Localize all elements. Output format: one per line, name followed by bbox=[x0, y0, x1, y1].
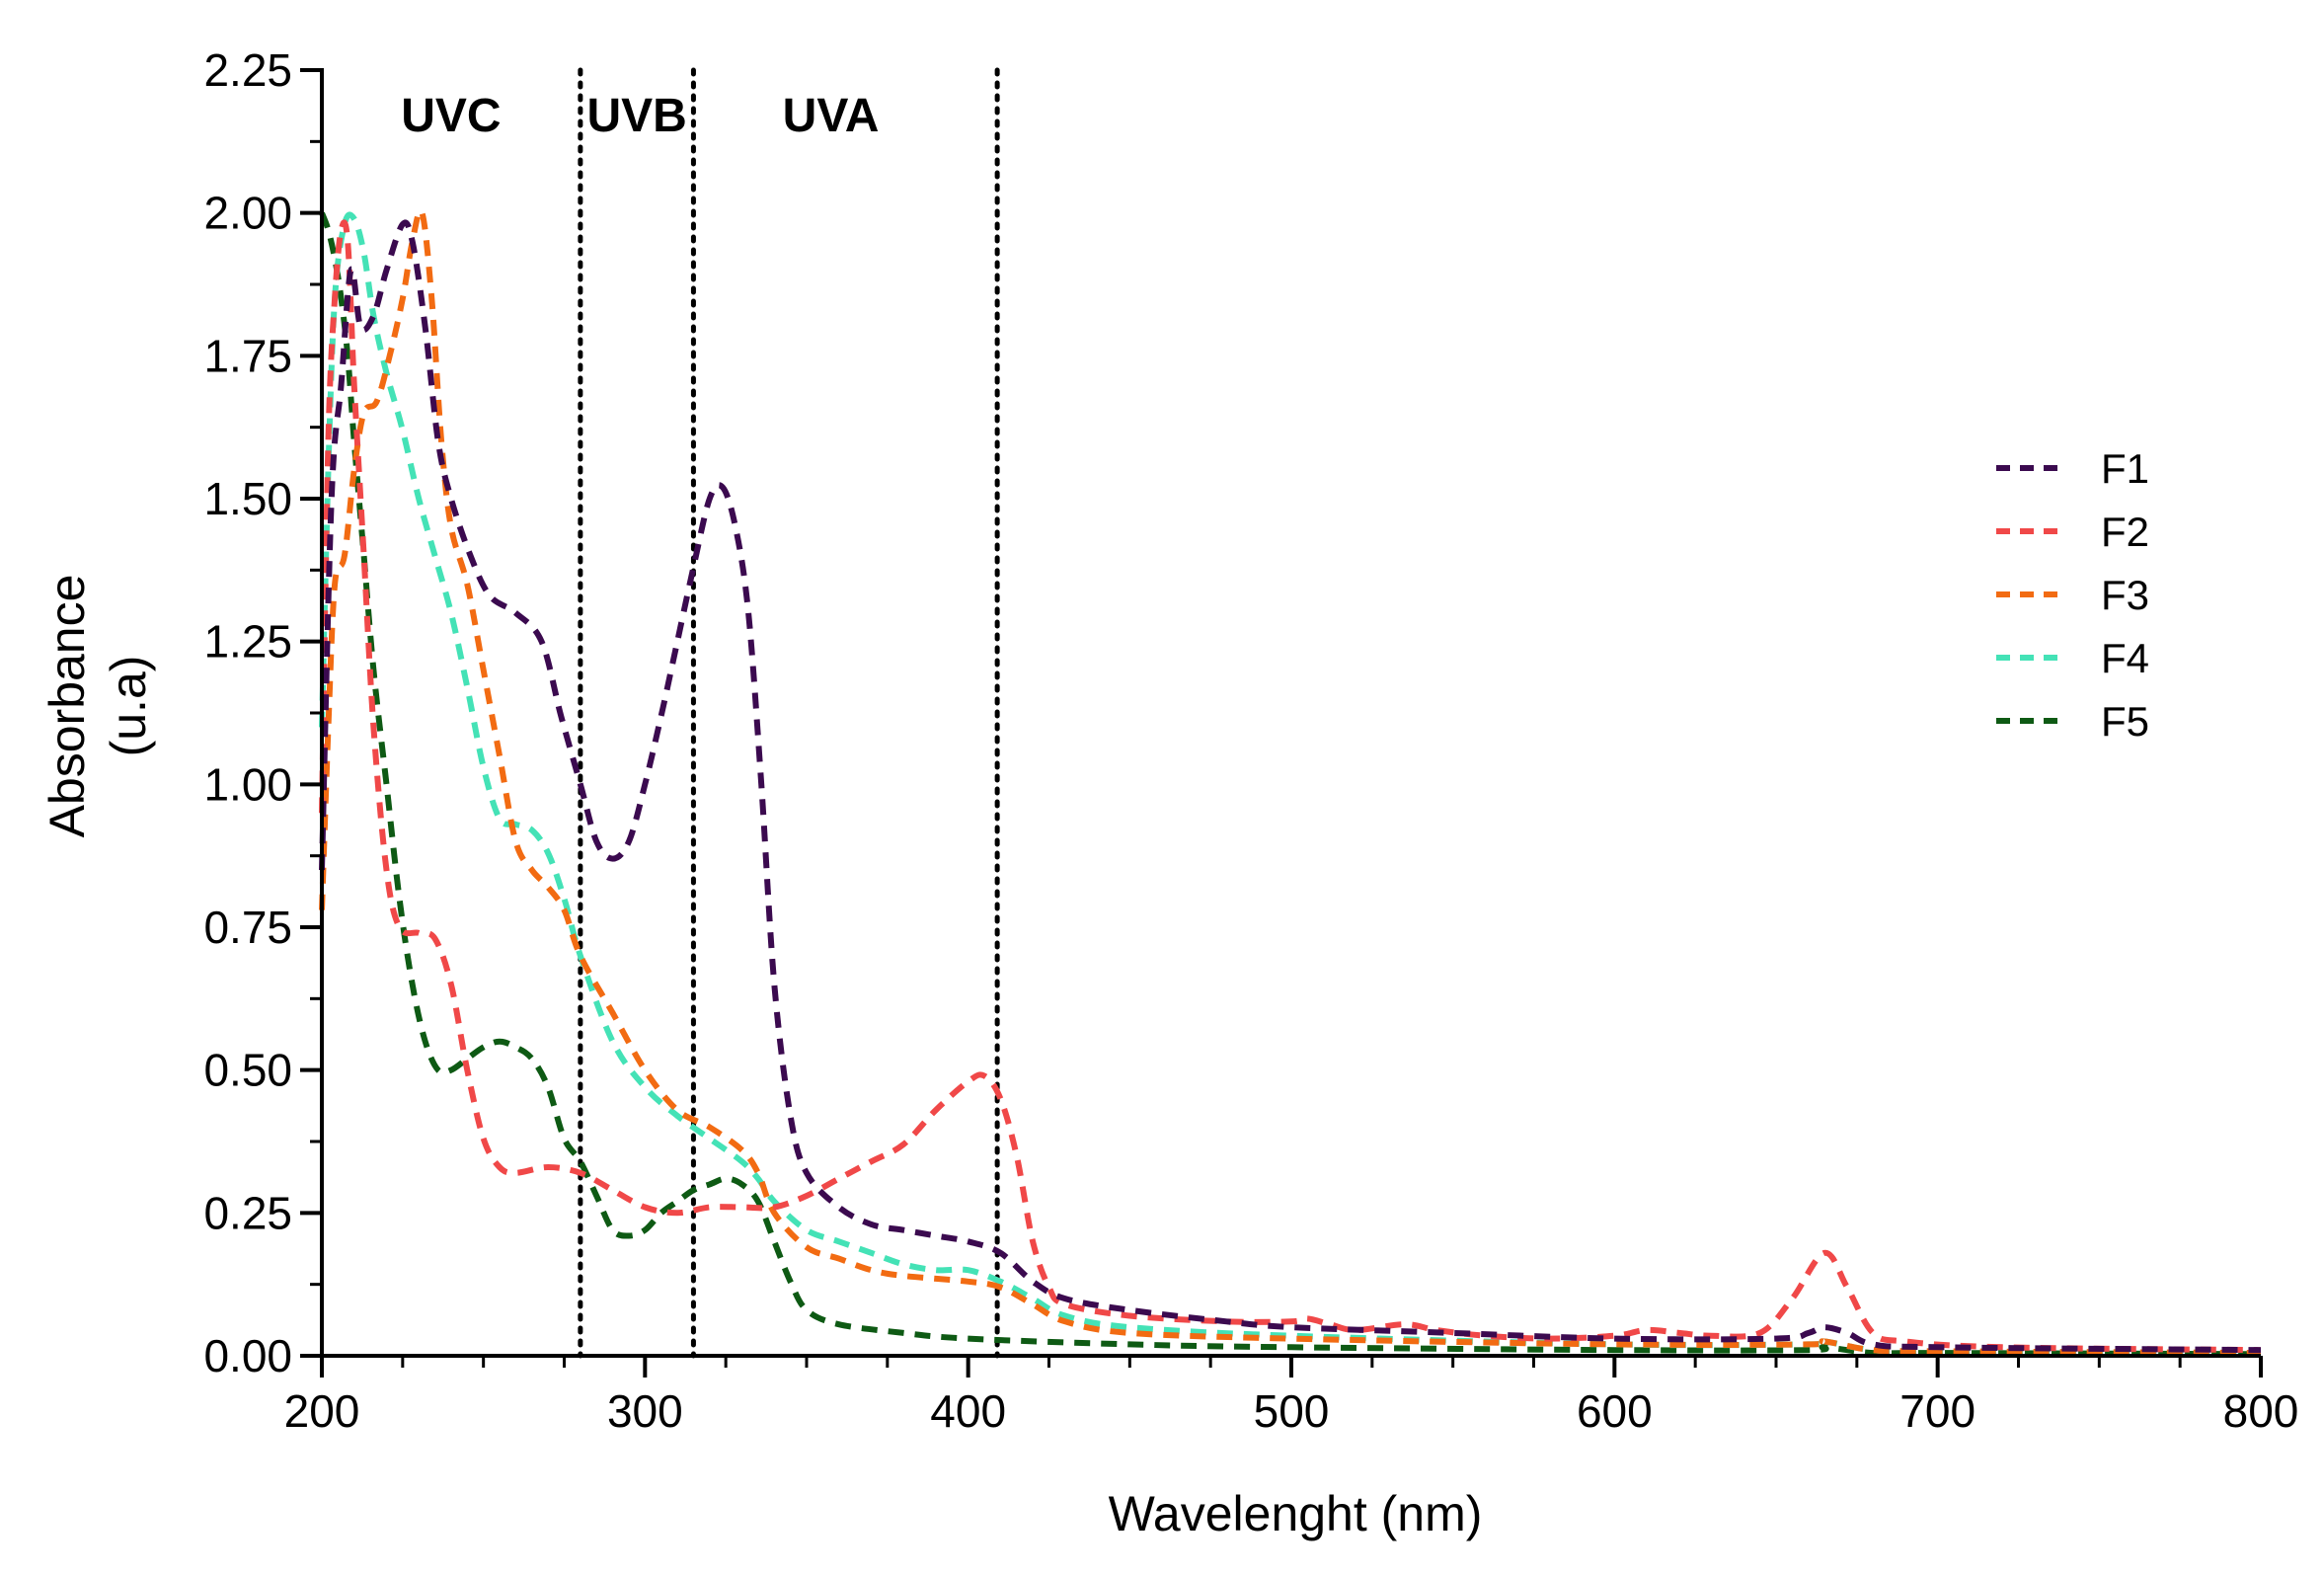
y-tick-label: 0.50 bbox=[203, 1045, 292, 1096]
y-tick-label: 0.75 bbox=[203, 902, 292, 953]
x-tick-label: 700 bbox=[1899, 1385, 1975, 1437]
y-tick-label: 1.75 bbox=[203, 330, 292, 381]
y-axis-title-line-1: Absorbance bbox=[39, 575, 95, 838]
x-axis-title: Wavelenght (nm) bbox=[1109, 1486, 1483, 1541]
x-tick-label: 600 bbox=[1577, 1385, 1653, 1437]
legend-label-f1: F1 bbox=[2101, 445, 2149, 492]
region-labels: UVC UVB UVA bbox=[401, 90, 879, 142]
region-label-uvb: UVB bbox=[586, 90, 686, 142]
y-tick-label: 2.00 bbox=[203, 188, 292, 239]
legend-label-f2: F2 bbox=[2101, 509, 2149, 555]
region-label-uvc: UVC bbox=[401, 90, 501, 142]
y-tick-label: 1.00 bbox=[203, 758, 292, 810]
series-line-f2 bbox=[319, 219, 2262, 1354]
y-tick-label: 2.25 bbox=[203, 44, 292, 96]
region-boundaries bbox=[578, 67, 1000, 1359]
x-tick-label: 200 bbox=[284, 1385, 360, 1437]
legend: F1 F2 F3 F4 F5 bbox=[1996, 445, 2149, 745]
series-line-f4 bbox=[319, 211, 2262, 1357]
axes: 0.00 0.25 0.50 0.75 1.00 1.25 1.50 1.75 2.00 2.25… bbox=[203, 44, 2298, 1437]
series-lines bbox=[319, 207, 2262, 1358]
y-tick-label: 0.00 bbox=[203, 1330, 292, 1381]
x-tick-label: 500 bbox=[1254, 1385, 1330, 1437]
y-axis-title: Absorbance (u.a) bbox=[39, 575, 156, 838]
x-tick-label: 300 bbox=[607, 1385, 683, 1437]
series-line-f1 bbox=[319, 219, 2262, 1354]
legend-label-f4: F4 bbox=[2101, 635, 2149, 681]
y-tick-label: 1.50 bbox=[203, 473, 292, 524]
y-tick-label: 1.25 bbox=[203, 616, 292, 668]
x-tick-label: 400 bbox=[930, 1385, 1006, 1437]
series-line-f3 bbox=[319, 207, 2262, 1357]
region-label-uva: UVA bbox=[783, 90, 880, 142]
y-tick-label: 0.25 bbox=[203, 1187, 292, 1238]
x-tick-label: 800 bbox=[2223, 1385, 2299, 1437]
legend-label-f3: F3 bbox=[2101, 572, 2149, 618]
legend-label-f5: F5 bbox=[2101, 698, 2149, 745]
y-axis-title-line-2: (u.a) bbox=[101, 656, 156, 757]
series-line-f5 bbox=[319, 211, 2262, 1358]
